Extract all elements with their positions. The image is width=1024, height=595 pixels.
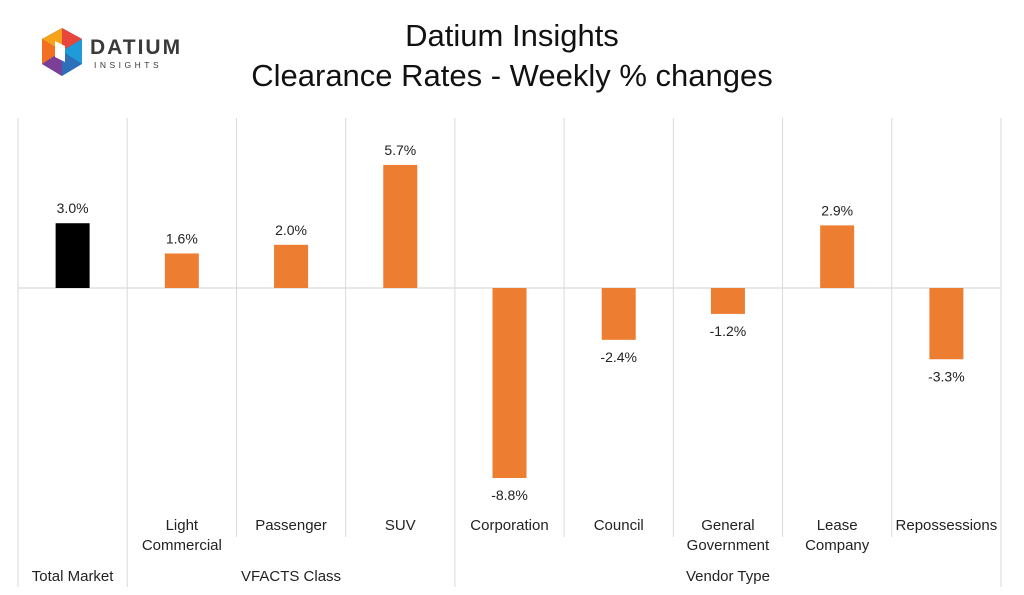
datium-logo-icon [42,28,82,76]
category-label: Commercial [142,537,222,554]
data-label: 3.0% [57,200,89,216]
bar [929,288,964,360]
category-label: General [701,517,754,534]
bar [164,253,199,288]
data-label: -8.8% [491,487,528,503]
category-label: Corporation [470,517,548,534]
datium-logo: DATIUM INSIGHTS [38,26,188,78]
data-label: -1.2% [710,323,747,339]
data-label: 1.6% [166,230,198,246]
category-label: Passenger [255,517,327,534]
group-label: VFACTS Class [241,568,341,585]
category-label: Lease [817,517,858,534]
chart-subtitle: Clearance Rates - Weekly % changes [251,58,773,93]
data-label: 2.0% [275,222,307,238]
data-label: 2.9% [821,202,853,218]
category-label: Government [687,537,770,554]
bar [492,288,527,478]
category-label: Company [805,537,870,554]
data-label: -3.3% [928,368,965,384]
category-label: Repossessions [896,517,998,534]
category-label: Light [166,517,199,534]
category-label: Council [594,517,644,534]
bar [820,225,855,288]
logo-subtitle: INSIGHTS [94,60,163,70]
data-label: 5.7% [384,142,416,158]
bar [383,164,418,288]
category-label: SUV [385,517,416,534]
logo-wordmark: DATIUM [90,36,183,59]
bar [55,223,90,288]
bar [601,288,636,340]
chart-title: Datium Insights [405,18,619,53]
group-label: Total Market [32,568,115,585]
data-label: -2.4% [600,349,637,365]
bar [274,244,309,288]
bar [710,288,745,314]
group-label: Vendor Type [686,568,770,585]
